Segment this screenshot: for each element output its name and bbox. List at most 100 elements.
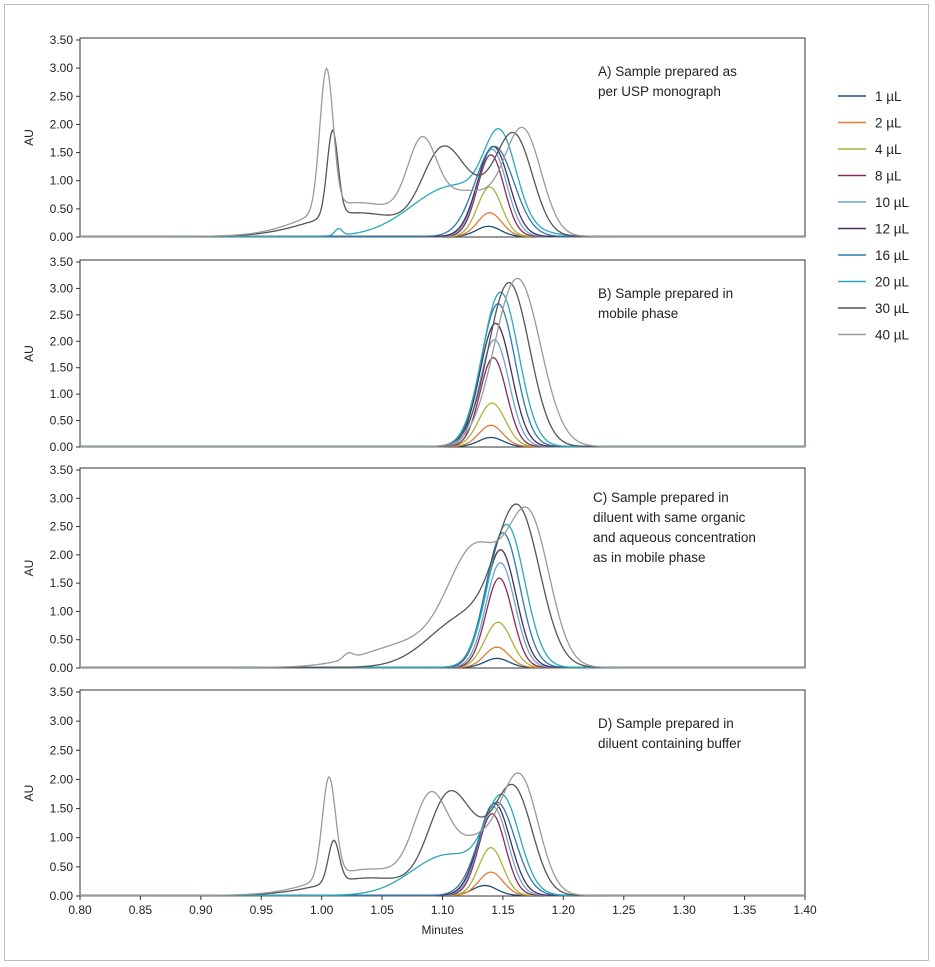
x-tick-label: 0.80 <box>68 903 92 917</box>
series-line-20ul <box>80 291 805 448</box>
series-line-1ul <box>80 657 805 669</box>
series-line-40ul <box>80 506 805 669</box>
panel-title-line: C) Sample prepared in <box>593 490 729 505</box>
y-tick-label: 1.50 <box>50 802 74 816</box>
x-tick-label: 1.00 <box>310 903 334 917</box>
x-tick-label: 1.40 <box>793 903 817 917</box>
series-line-16ul <box>80 145 805 238</box>
y-tick-label: 3.50 <box>50 33 74 47</box>
series-line-12ul <box>80 549 805 669</box>
panel-d: 0.00 0.50 1.00 1.50 2.00 2.50 3.00 3.50 AU D) Sam… <box>22 685 806 903</box>
panel-title-line: B) Sample prepared in <box>598 286 733 301</box>
series-line-2ul <box>80 212 805 238</box>
x-tick-label: 0.95 <box>250 903 274 917</box>
panel-title-line: D) Sample prepared in <box>598 716 734 731</box>
y-tick-label: 0.50 <box>50 202 74 216</box>
series-line-16ul <box>80 801 805 897</box>
x-tick-label: 1.25 <box>612 903 636 917</box>
y-tick-label: 2.00 <box>50 117 74 131</box>
series-line-30ul <box>80 129 805 238</box>
y-axis-label: AU <box>22 785 36 802</box>
y-axis-label: AU <box>22 560 36 577</box>
series-line-30ul <box>80 281 805 448</box>
legend: 1 µL 2 µL 4 µL 8 µL 10 µL 12 µL 16 µL 20 µL 30 µ… <box>838 89 910 343</box>
y-tick-label: 3.50 <box>50 463 74 477</box>
y-tick-label: 1.00 <box>50 831 74 845</box>
x-tick-label: 1.10 <box>431 903 455 917</box>
y-tick-label: 3.50 <box>50 255 74 269</box>
y-tick-label: 0.00 <box>50 661 74 675</box>
legend-entry-label: 2 µL <box>875 116 902 131</box>
legend-entry-label: 10 µL <box>875 195 910 210</box>
panel-title-line: per USP monograph <box>598 84 721 99</box>
x-tick-label: 1.20 <box>552 903 576 917</box>
x-axis-label: Minutes <box>421 923 463 937</box>
series-line-10ul <box>80 148 805 238</box>
series-line-40ul <box>80 277 805 448</box>
x-tick-label: 1.30 <box>672 903 696 917</box>
series-line-40ul <box>80 67 805 238</box>
series-line-40ul <box>80 772 805 897</box>
panel-title-line: diluent containing buffer <box>598 736 742 751</box>
series-line-20ul <box>80 128 805 238</box>
y-tick-label: 3.50 <box>50 685 74 699</box>
series-line-10ul <box>80 806 805 897</box>
x-tick-label: 0.85 <box>129 903 153 917</box>
figure-frame <box>4 4 929 961</box>
y-tick-label: 2.00 <box>50 548 74 562</box>
series-line-2ul <box>80 646 805 669</box>
y-tick-label: 0.50 <box>50 414 74 428</box>
panel-b: 0.00 0.50 1.00 1.50 2.00 2.50 3.00 3.50 AU B) Sam… <box>22 255 806 454</box>
x-tick-label: 0.90 <box>189 903 213 917</box>
series-line-30ul <box>80 783 805 897</box>
legend-entry-label: 20 µL <box>875 275 910 290</box>
y-tick-label: 3.00 <box>50 281 74 295</box>
legend-entry-label: 8 µL <box>875 169 902 184</box>
y-tick-label: 3.00 <box>50 61 74 75</box>
series-line-12ul <box>80 145 805 238</box>
y-tick-label: 3.00 <box>50 491 74 505</box>
panel-a: 0.00 0.50 1.00 1.50 2.00 2.50 3.00 3.50 AU A) Sam… <box>22 33 806 244</box>
x-tick-label: 1.35 <box>733 903 757 917</box>
y-tick-label: 2.00 <box>50 772 74 786</box>
y-tick-label: 1.50 <box>50 146 74 160</box>
legend-entry-label: 4 µL <box>875 142 902 157</box>
series-line-8ul <box>80 154 805 238</box>
y-tick-label: 0.00 <box>50 440 74 454</box>
series-line-30ul <box>80 503 805 669</box>
y-tick-label: 2.50 <box>50 520 74 534</box>
legend-entry-label: 12 µL <box>875 222 910 237</box>
series-line-1ul <box>80 225 805 238</box>
series-line-2ul <box>80 424 805 448</box>
y-tick-label: 0.00 <box>50 889 74 903</box>
y-tick-label: 2.00 <box>50 334 74 348</box>
y-tick-label: 1.00 <box>50 604 74 618</box>
legend-entry-label: 40 µL <box>875 328 910 343</box>
y-axis-label: AU <box>22 129 36 146</box>
legend-entry-label: 30 µL <box>875 301 910 316</box>
y-tick-label: 0.50 <box>50 860 74 874</box>
x-tick-label: 1.15 <box>491 903 515 917</box>
series-line-8ul <box>80 356 805 448</box>
y-tick-label: 3.00 <box>50 714 74 728</box>
series-line-4ul <box>80 402 805 448</box>
series-line-20ul <box>80 793 805 897</box>
series-line-2ul <box>80 871 805 897</box>
panel-title-line: as in mobile phase <box>593 550 706 565</box>
series-line-12ul <box>80 322 805 448</box>
legend-entry-label: 1 µL <box>875 89 902 104</box>
panel-title-line: and aqueous concentration <box>593 530 756 545</box>
y-axis-label: AU <box>22 345 36 362</box>
series-line-4ul <box>80 621 805 669</box>
y-tick-label: 0.00 <box>50 230 74 244</box>
y-tick-label: 1.00 <box>50 387 74 401</box>
panel-title-line: mobile phase <box>598 306 678 321</box>
panel-title-line: A) Sample prepared as <box>598 64 737 79</box>
series-line-10ul <box>80 562 805 669</box>
panel-c: 0.00 0.50 1.00 1.50 2.00 2.50 3.00 3.50 AU C) Sam… <box>22 463 806 675</box>
y-tick-label: 1.00 <box>50 174 74 188</box>
series-line-12ul <box>80 802 805 897</box>
y-tick-label: 0.50 <box>50 633 74 647</box>
panel-title-line: diluent with same organic <box>593 510 746 525</box>
